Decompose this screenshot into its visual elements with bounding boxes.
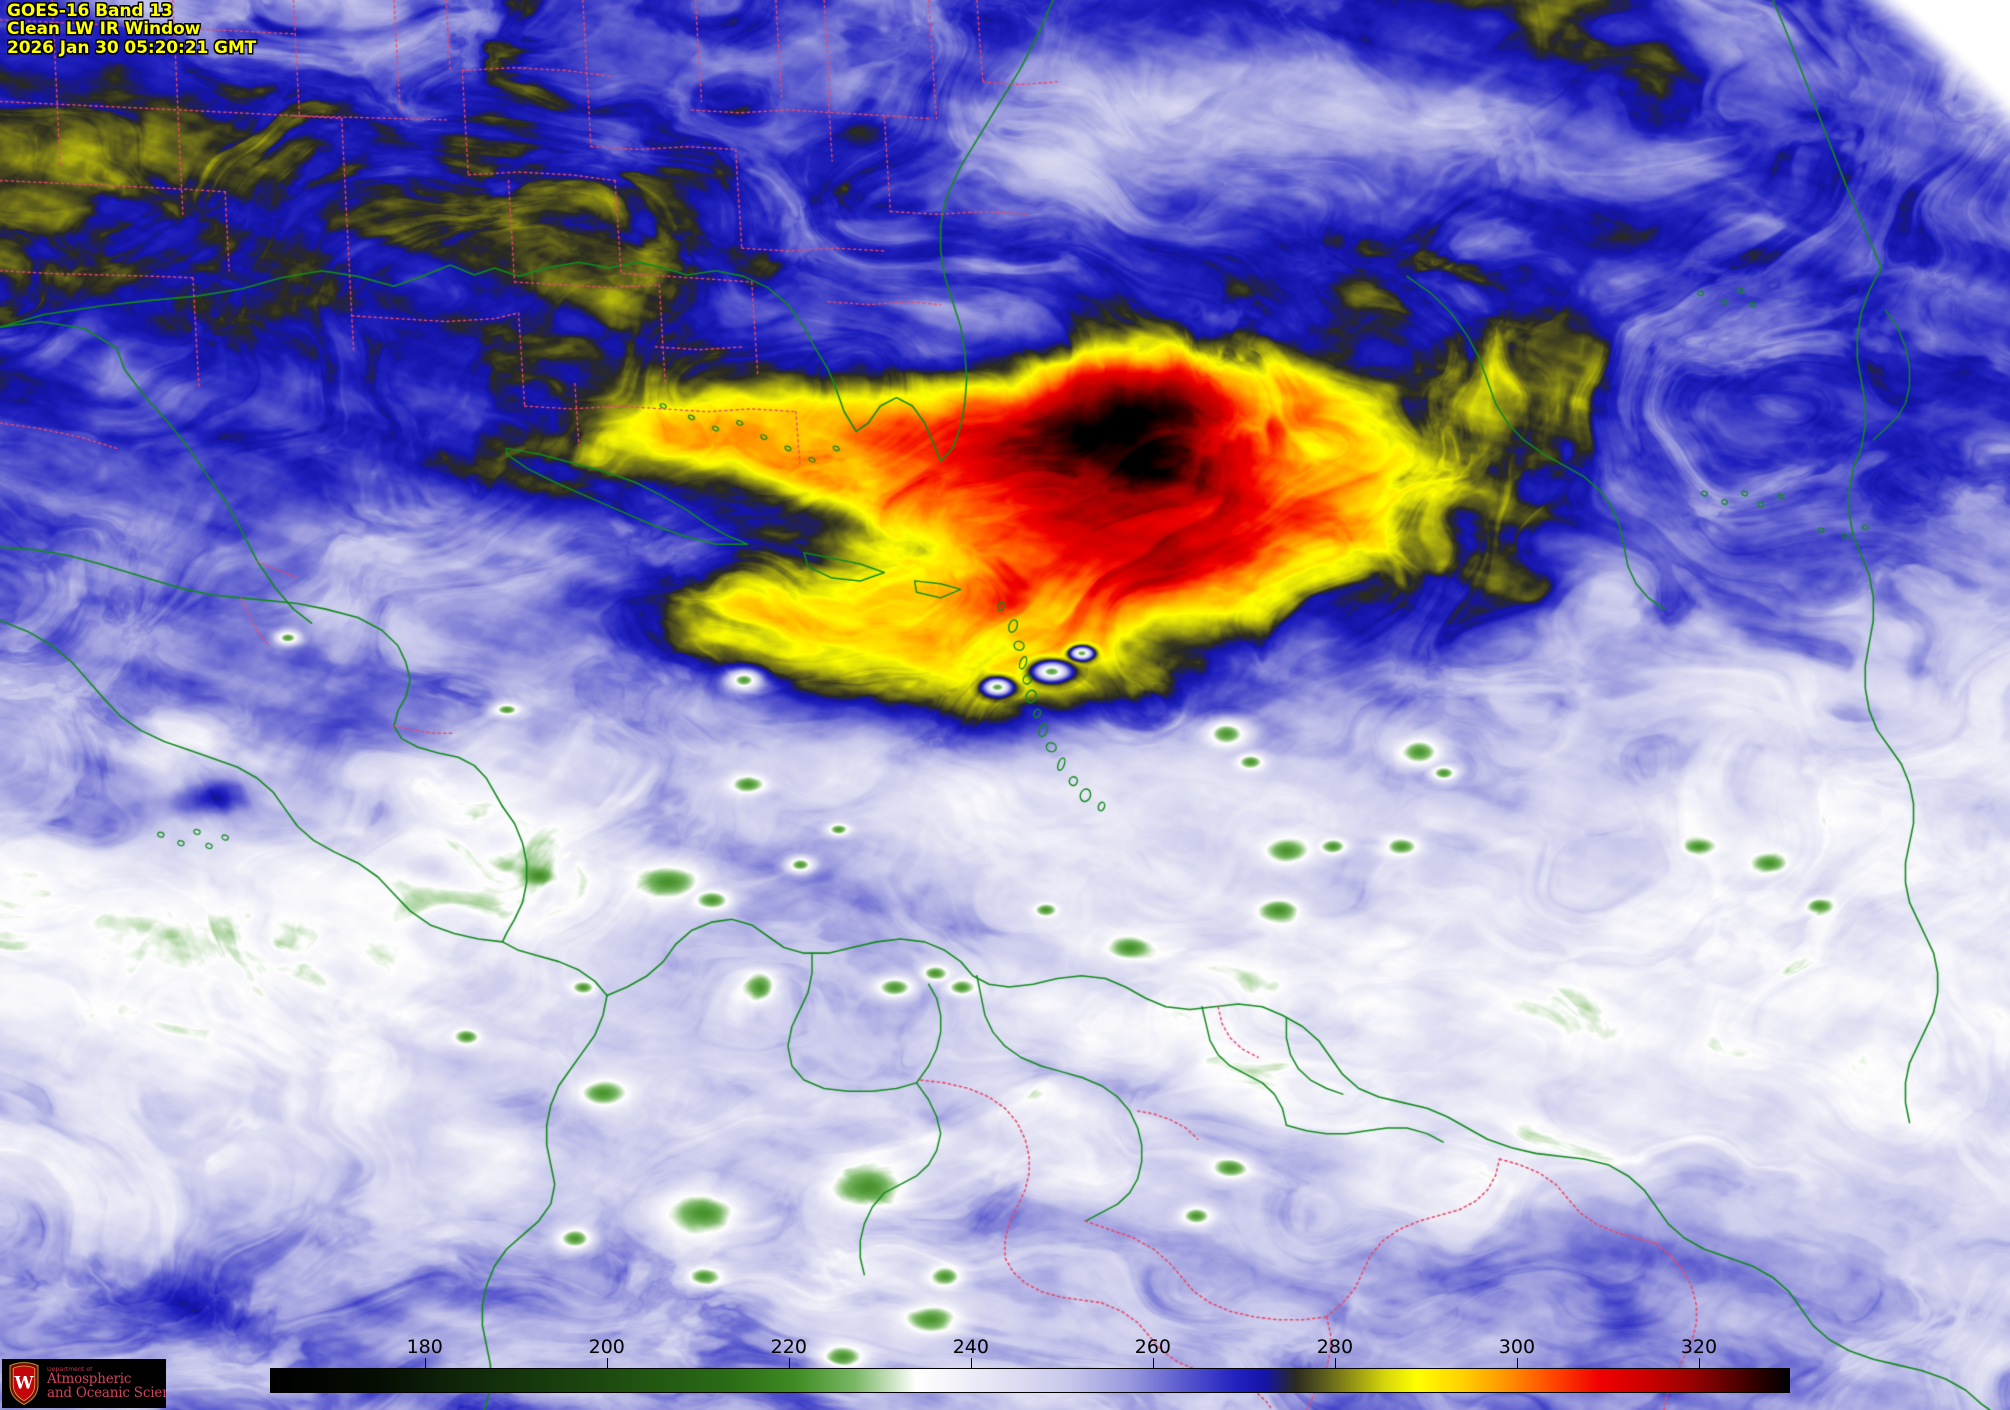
colorbar-label-220: 220	[770, 1336, 807, 1358]
uw-aos-logo-text: Department of Atmospheric and Oceanic Sc…	[47, 1367, 166, 1400]
colorbar-label-180: 180	[406, 1336, 443, 1358]
colorbar-tick-260	[1152, 1358, 1154, 1368]
colorbar-tick-180	[424, 1358, 426, 1368]
logo-name-line-1: Atmospheric	[47, 1371, 132, 1387]
colorbar-gradient	[270, 1368, 1790, 1393]
logo-name-line-2: and Oceanic Sciences	[47, 1384, 166, 1400]
colorbar-label-200: 200	[588, 1336, 625, 1358]
uw-aos-logo: W Department of Atmospheric and Oceanic …	[2, 1359, 166, 1408]
colorbar-label-300: 300	[1498, 1336, 1536, 1358]
colorbar-label-260: 260	[1134, 1336, 1171, 1358]
colorbar-tick-300	[1516, 1358, 1518, 1368]
colorbar-tick-280	[1334, 1358, 1336, 1368]
svg-text:W: W	[13, 1374, 34, 1394]
colorbar-label-320: 320	[1680, 1336, 1718, 1358]
brightness-temperature-colorbar: 180 200 220 240 260 280 300 320	[270, 1336, 1790, 1396]
logo-department-line: Department of	[47, 1367, 93, 1373]
colorbar-label-280: 280	[1316, 1336, 1354, 1358]
colorbar-label-240: 240	[952, 1336, 989, 1358]
uw-crest-icon: W	[5, 1361, 43, 1406]
colorbar-tick-240	[970, 1358, 972, 1368]
colorbar-tick-320	[1698, 1358, 1700, 1368]
colorbar-tick-220	[788, 1358, 790, 1368]
colorbar-tick-200	[606, 1358, 608, 1368]
